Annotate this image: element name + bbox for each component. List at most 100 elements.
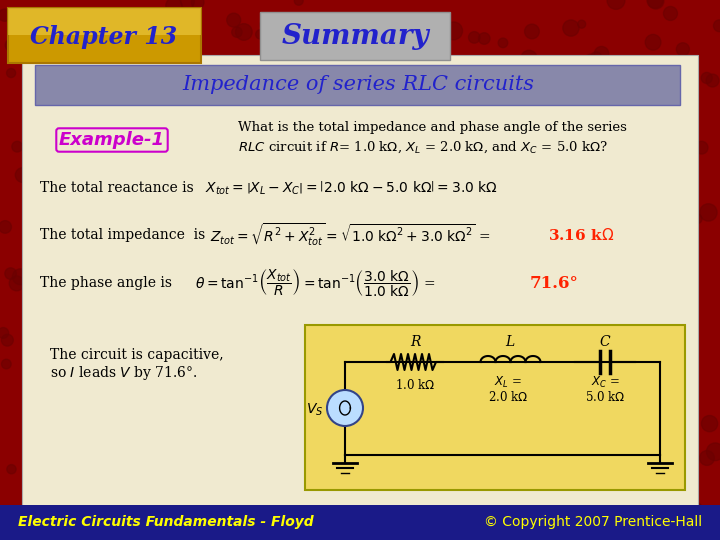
Circle shape [142,215,156,230]
Circle shape [68,350,81,362]
Circle shape [284,230,294,240]
Circle shape [601,219,618,236]
Circle shape [445,173,462,191]
Circle shape [678,118,690,131]
Circle shape [83,488,91,496]
Circle shape [649,109,661,122]
Circle shape [613,158,625,171]
Text: so $I$ leads $V$ by 71.6°.: so $I$ leads $V$ by 71.6°. [50,364,197,382]
Circle shape [577,20,585,28]
Circle shape [318,120,332,134]
Circle shape [508,350,518,359]
Circle shape [156,500,168,512]
Text: The total reactance is: The total reactance is [40,181,194,195]
Circle shape [40,271,55,287]
Circle shape [244,194,262,212]
Text: C: C [600,335,611,349]
Circle shape [245,516,260,531]
Circle shape [112,78,121,87]
Circle shape [107,120,123,137]
Circle shape [445,22,462,40]
Circle shape [76,21,91,36]
Text: 5.0 k$\Omega$: 5.0 k$\Omega$ [585,390,625,404]
Circle shape [594,46,609,61]
Text: $RLC$ circuit if $R$= 1.0 k$\Omega$, $X_L$ = 2.0 k$\Omega$, and $X_C$ = 5.0 k$\O: $RLC$ circuit if $R$= 1.0 k$\Omega$, $X_… [238,139,608,155]
Circle shape [214,179,226,191]
Circle shape [202,59,218,75]
Circle shape [400,90,415,106]
Circle shape [302,67,313,78]
Bar [305,325,685,490]
Circle shape [407,124,421,138]
Circle shape [701,415,718,432]
Circle shape [22,165,34,177]
Circle shape [1,359,12,369]
Circle shape [90,165,108,183]
Circle shape [60,209,68,218]
Circle shape [631,315,645,329]
Circle shape [575,473,587,484]
Circle shape [116,305,133,322]
Circle shape [348,406,359,417]
Circle shape [117,406,132,420]
Circle shape [670,454,678,463]
Circle shape [217,271,228,281]
Circle shape [288,80,301,93]
Circle shape [564,115,577,128]
Circle shape [178,286,188,297]
Text: Summary: Summary [282,24,429,51]
Circle shape [0,521,16,539]
Circle shape [122,337,136,352]
Circle shape [680,136,696,152]
Circle shape [364,352,374,361]
Circle shape [282,58,294,71]
Circle shape [363,129,374,141]
Circle shape [499,396,509,406]
Circle shape [531,141,548,158]
Circle shape [663,406,681,424]
Circle shape [413,385,427,398]
Circle shape [31,390,45,405]
Circle shape [9,276,24,291]
Circle shape [389,99,398,109]
Circle shape [251,388,264,402]
Circle shape [253,528,267,540]
Circle shape [590,275,601,286]
Circle shape [193,239,204,251]
Circle shape [599,489,608,498]
Circle shape [534,355,546,368]
Circle shape [378,350,388,360]
Circle shape [366,448,376,457]
Circle shape [397,350,406,359]
Bar [0,505,720,540]
Bar [22,55,698,510]
Circle shape [645,35,661,50]
Circle shape [420,41,438,58]
Text: $\theta = \tan^{-1}\!\left(\dfrac{X_{tot}}{R}\right) = \tan^{-1}\!\left(\dfrac{3: $\theta = \tan^{-1}\!\left(\dfrac{X_{tot… [195,267,436,299]
Circle shape [190,234,207,252]
Circle shape [66,414,80,428]
Circle shape [228,473,243,487]
Circle shape [104,341,120,356]
Circle shape [700,450,714,465]
Circle shape [607,0,625,9]
Circle shape [526,220,541,235]
Circle shape [195,510,207,522]
Circle shape [323,454,337,467]
Circle shape [150,151,166,166]
Circle shape [714,20,720,32]
Circle shape [422,173,440,191]
Circle shape [240,474,258,492]
Circle shape [78,108,93,124]
Circle shape [479,33,490,44]
Circle shape [627,214,642,229]
Circle shape [120,411,128,420]
Circle shape [684,364,692,373]
Circle shape [291,234,307,250]
Circle shape [325,479,334,488]
Circle shape [567,276,580,288]
Circle shape [585,470,595,480]
Circle shape [62,52,71,62]
Circle shape [469,395,478,404]
Circle shape [521,513,530,523]
